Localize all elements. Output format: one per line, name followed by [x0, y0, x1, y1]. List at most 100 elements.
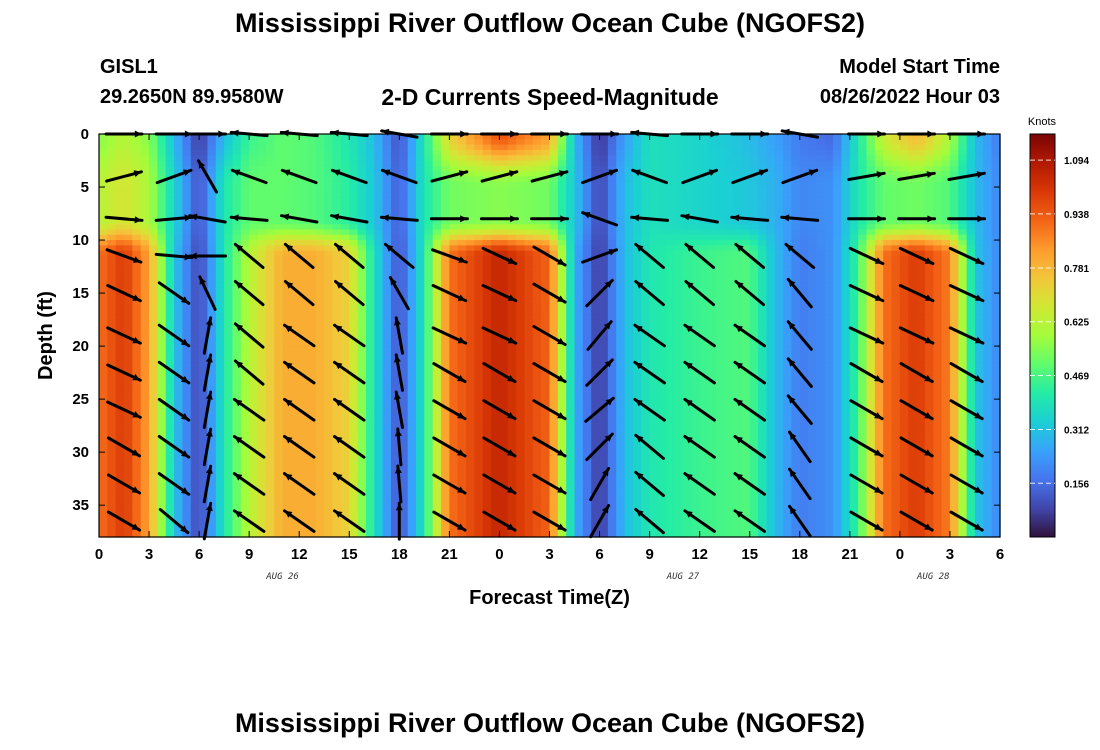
heatmap-cell	[407, 261, 417, 268]
heatmap-cell	[591, 473, 601, 480]
heatmap-cell	[357, 473, 367, 480]
heatmap-cell	[332, 202, 342, 209]
heatmap-cell	[232, 293, 242, 299]
heatmap-cell	[240, 335, 250, 342]
heatmap-cell	[457, 144, 467, 151]
heatmap-cell	[390, 462, 400, 469]
heatmap-cell	[115, 346, 125, 353]
heatmap-cell	[507, 176, 517, 183]
heatmap-cell	[299, 441, 309, 448]
heatmap-cell	[549, 351, 559, 358]
heatmap-cell	[274, 324, 284, 331]
heatmap-cell	[149, 393, 158, 400]
heatmap-cell	[632, 250, 642, 257]
heatmap-cell	[99, 234, 108, 241]
heatmap-cell	[182, 134, 192, 140]
heatmap-cell	[115, 510, 125, 517]
heatmap-cell	[340, 521, 350, 527]
heatmap-cell	[407, 277, 417, 284]
heatmap-cell	[257, 351, 267, 358]
heatmap-cell	[124, 314, 133, 321]
heatmap-cell	[115, 462, 125, 469]
heatmap-cell	[524, 293, 534, 299]
heatmap-cell	[157, 372, 167, 379]
heatmap-cell	[215, 303, 225, 310]
heatmap-cell	[207, 330, 217, 337]
heatmap-cell	[207, 377, 217, 384]
heatmap-cell	[157, 266, 167, 273]
heatmap-cell	[224, 330, 234, 337]
heatmap-cell	[165, 362, 175, 368]
heatmap-cell	[407, 483, 417, 490]
heatmap-cell	[132, 298, 142, 305]
heatmap-cell	[599, 240, 609, 246]
heatmap-cell	[174, 415, 184, 421]
heatmap-cell	[115, 240, 125, 246]
heatmap-cell	[549, 452, 559, 459]
heatmap-cell	[299, 356, 309, 363]
heatmap-cell	[466, 494, 476, 501]
heatmap-cell	[107, 134, 117, 140]
heatmap-cell	[174, 277, 184, 284]
heatmap-cell	[182, 441, 192, 448]
heatmap-cell	[616, 388, 626, 395]
heatmap-cell	[466, 197, 476, 204]
heatmap-cell	[215, 298, 225, 305]
heatmap-cell	[491, 308, 501, 315]
heatmap-cell	[174, 266, 184, 273]
heatmap-cell	[499, 515, 509, 522]
heatmap-cell	[257, 346, 267, 353]
heatmap-cell	[240, 202, 250, 209]
heatmap-cell	[199, 521, 209, 527]
heatmap-cell	[265, 346, 275, 353]
heatmap-cell	[207, 399, 217, 406]
heatmap-cell	[99, 468, 108, 474]
heatmap-cell	[390, 452, 400, 459]
heatmap-cell	[99, 483, 108, 490]
heatmap-cell	[240, 208, 250, 215]
heatmap-cell	[257, 420, 267, 427]
heatmap-cell	[541, 197, 551, 204]
heatmap-cell	[315, 515, 325, 522]
heatmap-cell	[616, 425, 626, 432]
heatmap-cell	[407, 494, 417, 501]
heatmap-cell	[607, 505, 617, 512]
heatmap-cell	[157, 441, 167, 448]
heatmap-cell	[499, 149, 509, 156]
heatmap-cell	[299, 420, 309, 427]
heatmap-cell	[616, 213, 626, 220]
heatmap-cell	[599, 468, 609, 474]
heatmap-cell	[574, 197, 584, 204]
heatmap-cell	[591, 171, 601, 178]
heatmap-cell	[399, 446, 409, 453]
heatmap-cell	[516, 192, 526, 199]
heatmap-cell	[332, 176, 342, 183]
heatmap-cell	[215, 197, 225, 204]
heatmap-cell	[491, 293, 501, 299]
heatmap-cell	[566, 478, 576, 485]
heatmap-cell	[315, 240, 325, 246]
heatmap-cell	[607, 282, 617, 289]
heatmap-cell	[107, 505, 117, 512]
heatmap-cell	[240, 234, 250, 241]
heatmap-cell	[407, 531, 417, 538]
heatmap-cell	[607, 245, 617, 252]
heatmap-cell	[315, 430, 325, 437]
heatmap-cell	[532, 149, 542, 156]
heatmap-cell	[424, 362, 434, 368]
heatmap-cell	[516, 436, 526, 443]
heatmap-cell	[591, 415, 601, 421]
heatmap-cell	[466, 330, 476, 337]
heatmap-cell	[624, 409, 634, 416]
heatmap-cell	[332, 531, 342, 538]
model-start-label: Model Start Time	[839, 56, 1000, 78]
heatmap-cell	[591, 192, 601, 199]
heatmap-cell	[140, 176, 150, 183]
heatmap-cell	[399, 356, 409, 363]
heatmap-cell	[441, 362, 450, 368]
heatmap-cell	[532, 393, 542, 400]
heatmap-cell	[140, 372, 150, 379]
heatmap-cell	[632, 521, 642, 527]
heatmap-cell	[140, 515, 150, 522]
heatmap-cell	[124, 181, 133, 188]
